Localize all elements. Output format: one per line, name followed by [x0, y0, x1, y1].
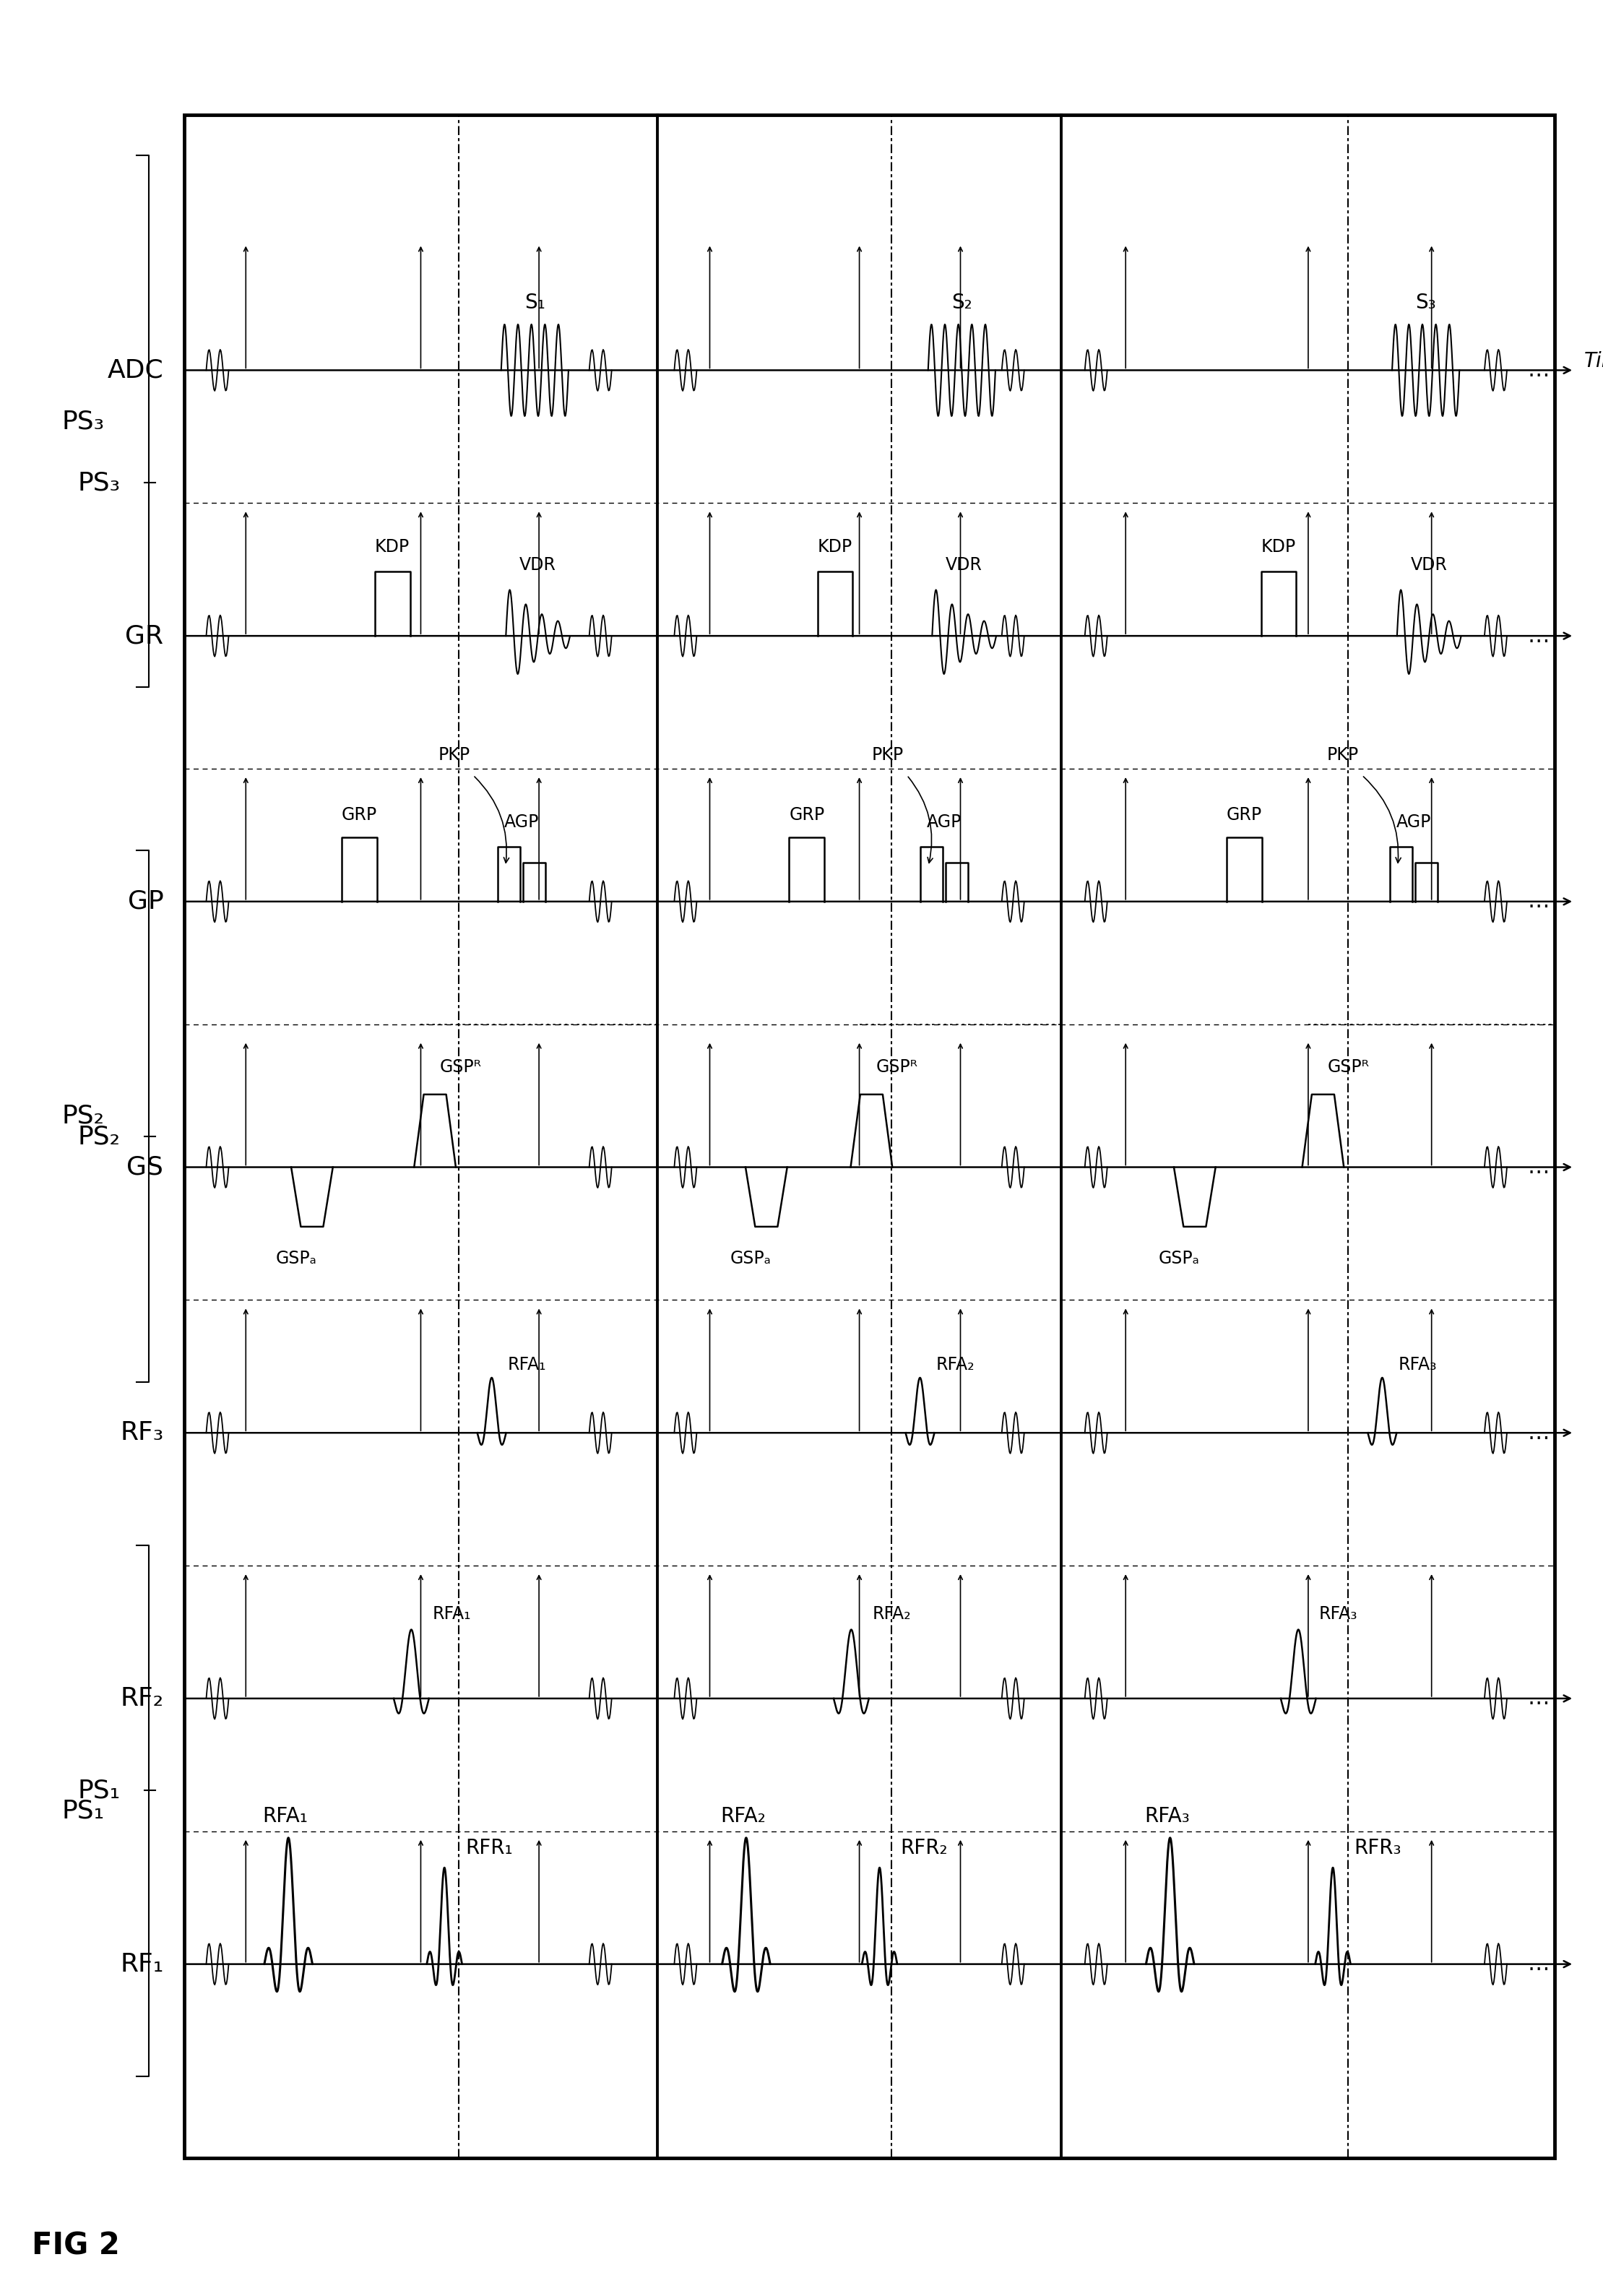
- Text: RFA₂: RFA₂: [720, 1807, 766, 1825]
- Text: PS₂: PS₂: [77, 1125, 120, 1148]
- Text: PS₁: PS₁: [61, 1798, 104, 1823]
- Text: S₁: S₁: [524, 292, 545, 312]
- Text: …: …: [1528, 625, 1550, 647]
- Text: GRP: GRP: [789, 806, 824, 824]
- Text: KDP: KDP: [818, 537, 853, 556]
- Text: RF₃: RF₃: [120, 1421, 164, 1444]
- Text: KDP: KDP: [375, 537, 410, 556]
- Text: …: …: [1528, 1421, 1550, 1444]
- Text: PKP: PKP: [438, 746, 470, 765]
- Text: …: …: [1528, 891, 1550, 912]
- Text: KDP: KDP: [1262, 537, 1295, 556]
- Text: PKP: PKP: [1327, 746, 1359, 765]
- Text: FIG 2: FIG 2: [32, 2229, 120, 2262]
- Text: RFR₂: RFR₂: [901, 1839, 947, 1857]
- Text: PS₁: PS₁: [77, 1777, 120, 1802]
- Text: RFA₁: RFA₁: [508, 1355, 547, 1373]
- Text: GS: GS: [127, 1155, 164, 1180]
- Text: RF₁: RF₁: [120, 1952, 164, 1977]
- Text: PS₃: PS₃: [77, 471, 120, 496]
- Text: AGP: AGP: [927, 813, 962, 831]
- Text: GR: GR: [125, 625, 164, 647]
- Text: RFA₂: RFA₂: [872, 1605, 911, 1623]
- Text: RFA₁: RFA₁: [433, 1605, 471, 1623]
- Text: Time: Time: [1584, 351, 1603, 372]
- Text: RFR₁: RFR₁: [465, 1839, 513, 1857]
- Text: RF₂: RF₂: [120, 1685, 164, 1711]
- Text: PKP: PKP: [872, 746, 904, 765]
- Text: S₂: S₂: [951, 292, 971, 312]
- Text: PS₂: PS₂: [61, 1104, 104, 1127]
- Text: AGP: AGP: [1396, 813, 1431, 831]
- Text: GP: GP: [128, 889, 164, 914]
- Text: VDR: VDR: [1411, 556, 1448, 574]
- Text: ADC: ADC: [107, 358, 164, 383]
- Text: VDR: VDR: [519, 556, 556, 574]
- Text: GRP: GRP: [1226, 806, 1262, 824]
- Text: GSPᴿ: GSPᴿ: [877, 1058, 919, 1077]
- Text: RFA₁: RFA₁: [263, 1807, 308, 1825]
- Text: GSPₐ: GSPₐ: [276, 1249, 316, 1267]
- Text: GSPₐ: GSPₐ: [729, 1249, 771, 1267]
- Text: AGP: AGP: [503, 813, 539, 831]
- Text: GRP: GRP: [341, 806, 377, 824]
- Text: GSPᴿ: GSPᴿ: [439, 1058, 481, 1077]
- Text: RFA₃: RFA₃: [1319, 1605, 1358, 1623]
- Text: …: …: [1528, 1954, 1550, 1975]
- Text: PS₃: PS₃: [61, 409, 104, 434]
- Text: RFA₂: RFA₂: [936, 1355, 975, 1373]
- Text: GSPₐ: GSPₐ: [1157, 1249, 1199, 1267]
- Text: S₃: S₃: [1415, 292, 1436, 312]
- Text: RFA₃: RFA₃: [1398, 1355, 1436, 1373]
- Text: RFA₃: RFA₃: [1145, 1807, 1189, 1825]
- Bar: [184, 115, 1555, 2158]
- Text: RFR₃: RFR₃: [1353, 1839, 1401, 1857]
- Text: …: …: [1528, 360, 1550, 381]
- Text: …: …: [1528, 1688, 1550, 1708]
- Text: …: …: [1528, 1157, 1550, 1178]
- Text: VDR: VDR: [946, 556, 983, 574]
- Text: GSPᴿ: GSPᴿ: [1327, 1058, 1369, 1077]
